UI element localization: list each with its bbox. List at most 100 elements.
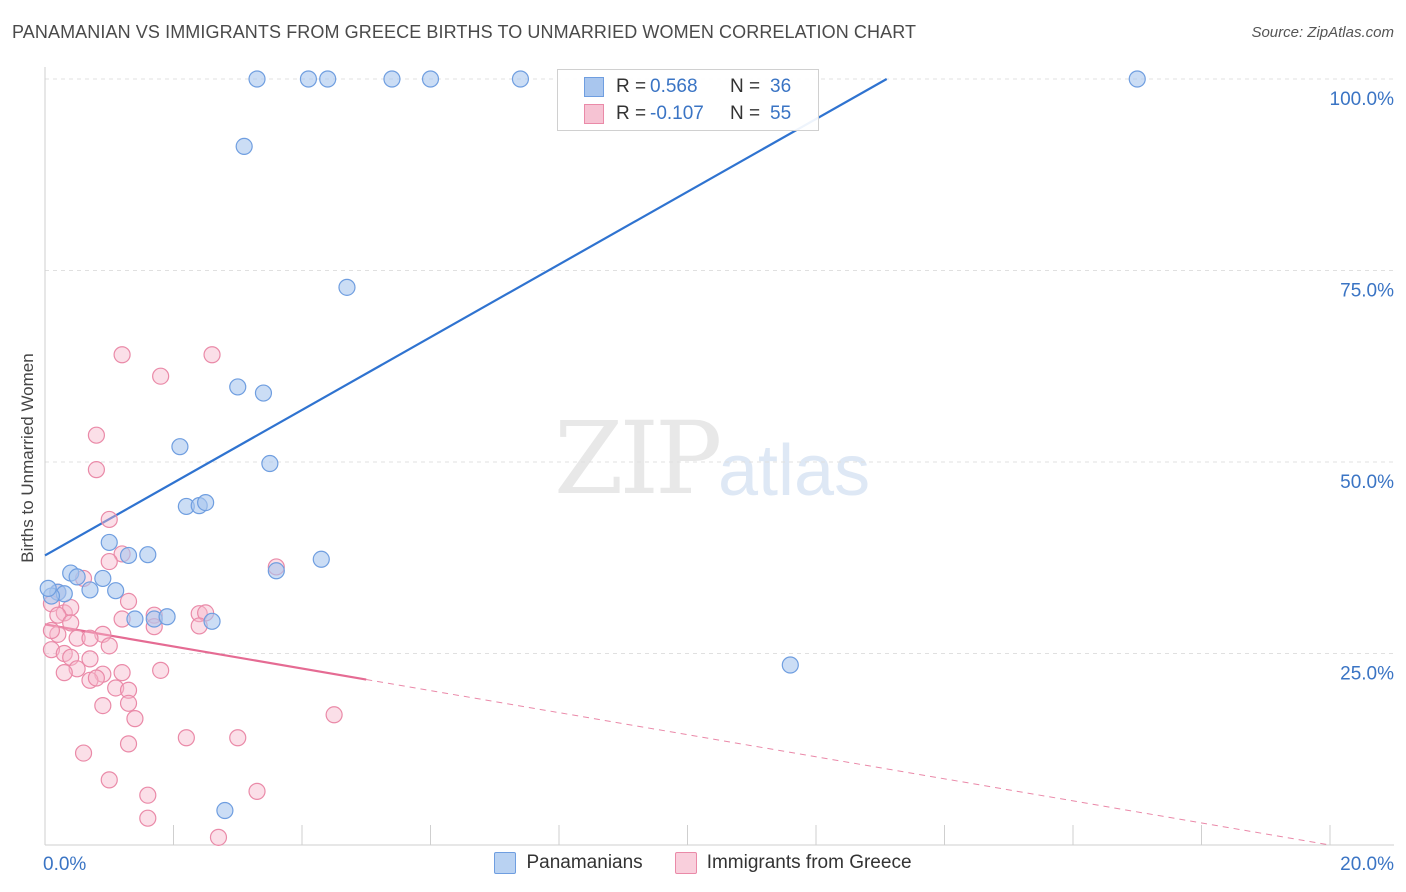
point-panamanian — [94, 569, 112, 588]
point-panamanian — [254, 384, 273, 402]
point-panamanian — [299, 70, 318, 88]
point-greece — [100, 771, 118, 789]
point-panamanian — [338, 278, 356, 296]
legend-r-label: R = — [616, 76, 647, 97]
point-greece — [139, 809, 157, 827]
point-greece — [203, 346, 221, 364]
panamanian-points — [39, 70, 1146, 820]
trend-line-greece-extrapolated — [366, 679, 1331, 846]
point-panamanian — [229, 378, 247, 396]
watermark-atlas: atlas — [718, 431, 871, 511]
y-tick-label: 75.0% — [1340, 281, 1394, 302]
legend-swatch-blue — [584, 77, 604, 97]
point-panamanian — [319, 70, 337, 88]
point-greece — [81, 650, 99, 668]
legend-item-greece[interactable]: Immigrants from Greece — [674, 852, 912, 874]
point-greece — [152, 661, 170, 679]
point-greece — [119, 592, 138, 611]
source-credit: Source: ZipAtlas.com — [1251, 24, 1394, 41]
point-panamanian — [100, 533, 118, 552]
point-greece — [325, 706, 343, 724]
point-panamanian — [312, 550, 330, 568]
point-panamanian — [261, 454, 279, 473]
point-greece — [100, 510, 118, 529]
point-greece — [42, 621, 61, 640]
point-panamanian — [126, 610, 144, 628]
point-panamanian — [235, 137, 253, 156]
point-greece — [113, 346, 131, 364]
point-greece — [42, 641, 61, 659]
point-greece — [74, 744, 93, 762]
point-panamanian — [781, 656, 799, 674]
axes — [44, 67, 1394, 846]
x-tick-label-min: 0.0% — [43, 854, 86, 875]
y-axis-label: Births to Unmarried Women — [18, 353, 37, 563]
point-greece — [55, 664, 73, 682]
point-greece — [119, 735, 138, 753]
legend-n-label: N = — [730, 103, 761, 124]
point-panamanian — [158, 608, 176, 626]
point-greece — [177, 729, 195, 747]
point-panamanian — [203, 612, 221, 630]
point-panamanian — [107, 582, 125, 600]
legend-n-value: 55 — [770, 103, 792, 124]
greece-points — [42, 346, 343, 846]
point-greece — [87, 669, 106, 687]
point-panamanian — [197, 493, 215, 512]
trend-line-panamanians — [44, 78, 888, 557]
chart-title: PANAMANIAN VS IMMIGRANTS FROM GREECE BIR… — [12, 22, 917, 42]
point-greece — [229, 729, 247, 747]
point-panamanian — [119, 546, 138, 565]
point-greece — [119, 694, 138, 712]
swatch-blue — [494, 852, 517, 874]
point-greece — [209, 828, 228, 846]
gridlines — [45, 78, 1394, 654]
point-greece — [113, 664, 131, 682]
point-panamanian — [511, 70, 530, 88]
swatch-pink — [674, 852, 697, 874]
legend-row-panamanians: R = 0.568 N = 36 — [584, 75, 791, 99]
tick-labels: 25.0% 50.0% 75.0% 100.0% 0.0% 20.0% — [43, 89, 1394, 875]
watermark-zip: ZIP — [554, 400, 722, 517]
y-tick-label: 25.0% — [1340, 664, 1394, 685]
legend-label-panamanians: Panamanians — [526, 852, 643, 873]
series-legend: Panamanians Immigrants from Greece — [0, 852, 1406, 874]
point-panamanian — [81, 581, 99, 599]
point-greece — [152, 367, 170, 385]
legend-item-panamanians[interactable]: Panamanians — [494, 852, 643, 874]
point-panamanian — [68, 568, 86, 586]
x-tick-label-max: 20.0% — [1340, 854, 1394, 875]
point-greece — [119, 681, 138, 699]
point-greece — [190, 605, 208, 623]
legend-r-value: -0.107 — [650, 103, 704, 124]
point-greece — [81, 629, 99, 647]
point-greece — [107, 679, 125, 697]
point-greece — [126, 710, 144, 728]
point-greece — [68, 629, 86, 647]
point-greece — [68, 660, 86, 678]
point-greece — [49, 606, 67, 624]
y-tick-label: 50.0% — [1340, 472, 1394, 493]
point-greece — [87, 426, 106, 444]
y-tick-label: 100.0% — [1330, 89, 1395, 110]
legend-label-greece: Immigrants from Greece — [706, 852, 912, 873]
point-panamanian — [216, 801, 234, 820]
point-panamanian — [267, 562, 285, 580]
point-panamanian — [383, 70, 401, 88]
legend-r-label: R = — [616, 103, 647, 124]
trend-line-greece — [44, 623, 367, 681]
point-greece — [100, 552, 118, 571]
point-greece — [248, 782, 266, 800]
point-greece — [87, 461, 106, 479]
legend-n-label: N = — [730, 76, 761, 97]
point-greece — [62, 598, 80, 617]
legend-n-value: 36 — [770, 76, 792, 97]
point-panamanian — [248, 70, 266, 88]
correlation-legend: R = 0.568 N = 36 R = -0.107 N = 55 — [557, 69, 819, 131]
point-greece — [94, 696, 112, 715]
point-panamanian — [39, 579, 57, 597]
point-panamanian — [421, 70, 440, 88]
point-greece — [139, 786, 157, 804]
point-greece — [62, 614, 80, 632]
